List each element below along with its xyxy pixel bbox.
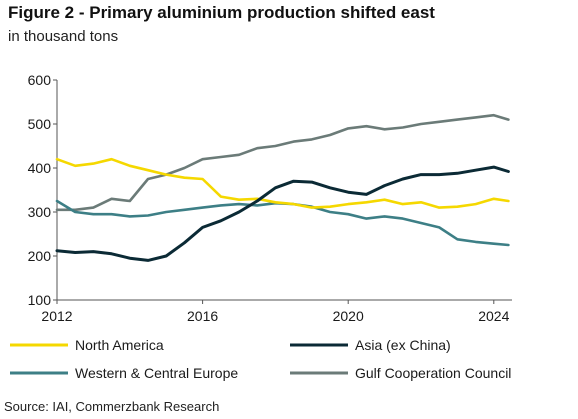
legend-label: Western & Central Europe bbox=[75, 365, 238, 381]
x-tick-label: 2020 bbox=[333, 308, 364, 324]
chart-axes: 100 200 300 400 500 600 2012 2016 2020 2024 bbox=[28, 72, 512, 324]
legend-label: North America bbox=[75, 337, 164, 353]
x-tick-label: 2012 bbox=[41, 308, 72, 324]
chart-subtitle: in thousand tons bbox=[8, 28, 119, 45]
y-tick-label: 300 bbox=[28, 204, 52, 220]
y-tick-label: 600 bbox=[28, 72, 52, 88]
series-line-north-america bbox=[55, 157, 510, 209]
y-tick-label: 400 bbox=[28, 160, 52, 176]
x-tick-label: 2024 bbox=[478, 308, 509, 324]
y-tick-label: 500 bbox=[28, 116, 52, 132]
chart-title: Figure 2 - Primary aluminium production … bbox=[8, 3, 435, 22]
series-line-asia-ex-china bbox=[55, 165, 510, 262]
line-chart: 100 200 300 400 500 600 2012 2016 2020 2024 North… bbox=[10, 72, 512, 381]
series-line-gulf-cooperation-council bbox=[55, 113, 510, 212]
source-note: Source: IAI, Commerzbank Research bbox=[4, 399, 220, 414]
legend-label: Gulf Cooperation Council bbox=[355, 365, 511, 381]
legend-label: Asia (ex China) bbox=[355, 337, 451, 353]
y-tick-label: 100 bbox=[28, 292, 52, 308]
x-tick-label: 2016 bbox=[187, 308, 218, 324]
chart-legend: North America Asia (ex China) Western & Ce… bbox=[10, 337, 511, 381]
chart-series-lines bbox=[55, 113, 510, 262]
y-tick-label: 200 bbox=[28, 248, 52, 264]
